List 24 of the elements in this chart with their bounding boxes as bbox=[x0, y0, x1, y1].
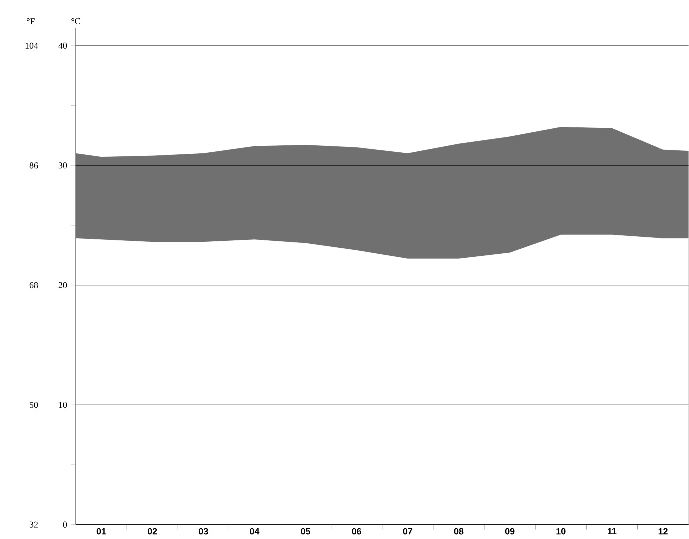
x-tick-label: 05 bbox=[301, 528, 311, 535]
x-tick-label: 02 bbox=[148, 528, 158, 535]
x-tick-label: 09 bbox=[505, 528, 515, 535]
y2-tick-label: 32 bbox=[30, 522, 38, 528]
x-tick-label: 01 bbox=[96, 528, 106, 535]
y2-tick-label: 104 bbox=[26, 42, 38, 50]
y-tick-label: 20 bbox=[58, 282, 68, 288]
x-tick-label: 03 bbox=[199, 528, 208, 535]
x-tick-label: 07 bbox=[403, 528, 413, 535]
x-tick-label: 04 bbox=[250, 528, 260, 535]
y-axis-title: °C bbox=[72, 18, 80, 25]
x-tick-label: 06 bbox=[352, 528, 362, 535]
y2-axis-title: °F bbox=[27, 18, 35, 25]
y-tick-label: 30 bbox=[58, 162, 68, 169]
x-tick-label: 11 bbox=[608, 528, 617, 535]
y-tick-label: 0 bbox=[63, 522, 68, 528]
y2-tick-label: 86 bbox=[30, 162, 38, 169]
y2-tick-label: 50 bbox=[30, 402, 38, 408]
x-tick-label: 12 bbox=[658, 528, 668, 535]
y-tick-label: 10 bbox=[59, 402, 68, 408]
y2-tick-label: 68 bbox=[30, 282, 38, 288]
x-tick-label: 08 bbox=[454, 528, 464, 535]
x-tick-label: 10 bbox=[556, 528, 566, 535]
y-tick-label: 40 bbox=[58, 42, 68, 50]
